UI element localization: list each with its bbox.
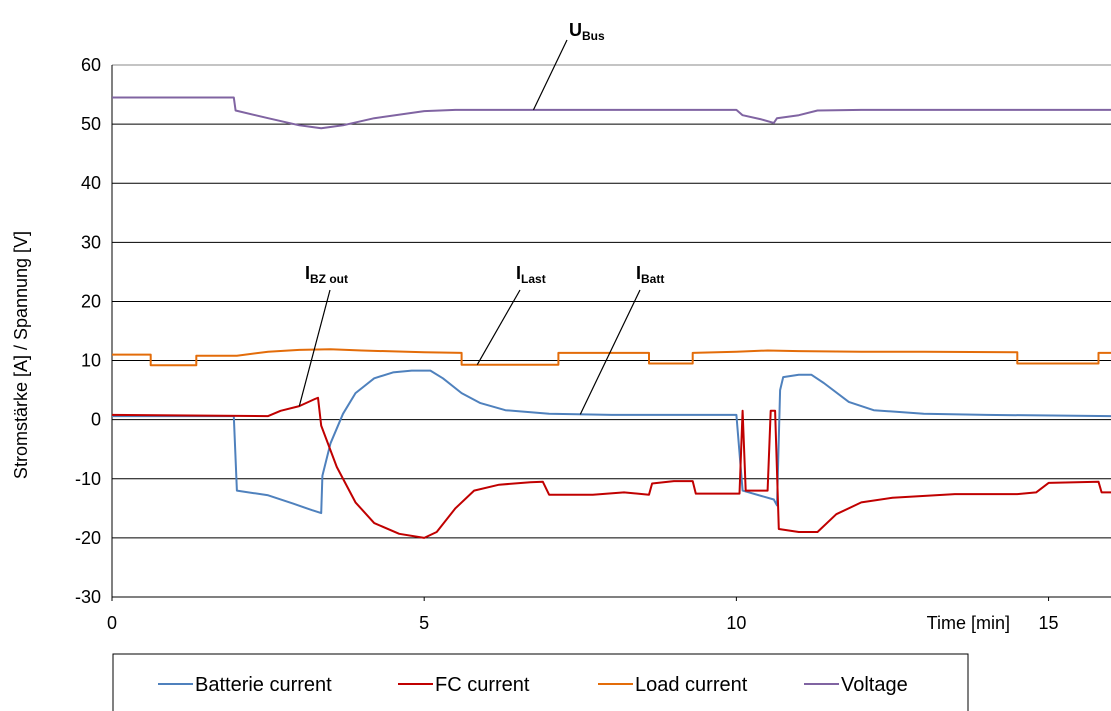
annotation-label: UBus <box>569 20 605 43</box>
gridlines <box>112 64 1111 598</box>
legend-label: Voltage <box>841 674 908 696</box>
y-axis-title: Stromstärke [A] / Spannung [V] <box>11 231 31 479</box>
legend-box <box>112 653 969 711</box>
y-axis-ticks: -30 -20 -10 0 10 20 30 40 50 60 <box>75 55 101 607</box>
x-tick-label: 10 <box>726 613 746 633</box>
y-tick-label: 30 <box>81 232 101 252</box>
annotation-leader-line <box>298 289 331 407</box>
x-tick-label: 0 <box>107 613 117 633</box>
x-tick-label: 5 <box>419 613 429 633</box>
legend-label: FC current <box>435 674 530 696</box>
annotation-label: IBatt <box>636 263 664 286</box>
series-line-fc-current <box>111 396 1111 539</box>
legend-label: Load current <box>635 674 748 696</box>
annotation-label: IBZ out <box>305 263 348 286</box>
y-tick-label: 0 <box>91 410 101 430</box>
annotation-leader-line <box>532 39 568 111</box>
y-tick-label: -10 <box>75 469 101 489</box>
x-tick-label: 15 <box>1039 613 1059 633</box>
series-lines <box>111 96 1111 539</box>
y-tick-label: -20 <box>75 528 101 548</box>
y-tick-label: 10 <box>81 351 101 371</box>
annotation-leader-line <box>579 289 641 415</box>
series-line-batterie-current <box>112 369 1111 515</box>
annotations: UBus IBZ out ILast IBatt <box>298 20 664 415</box>
annotation-leader-line <box>476 289 521 365</box>
legend-label: Batterie current <box>195 674 332 696</box>
y-tick-label: 50 <box>81 114 101 134</box>
y-tick-label: 60 <box>81 55 101 75</box>
series-line-load-current <box>112 348 1111 367</box>
annotation-label: ILast <box>516 263 546 286</box>
legend: Batterie current FC current Load current Vo… <box>112 653 969 711</box>
y-tick-label: 40 <box>81 173 101 193</box>
y-tick-label: -30 <box>75 587 101 607</box>
x-axis-title: Time [min] <box>927 613 1010 633</box>
y-tick-label: 20 <box>81 291 101 311</box>
x-axis-ticks: 0 5 10 15 <box>107 597 1059 633</box>
series-line-voltage <box>112 96 1111 130</box>
